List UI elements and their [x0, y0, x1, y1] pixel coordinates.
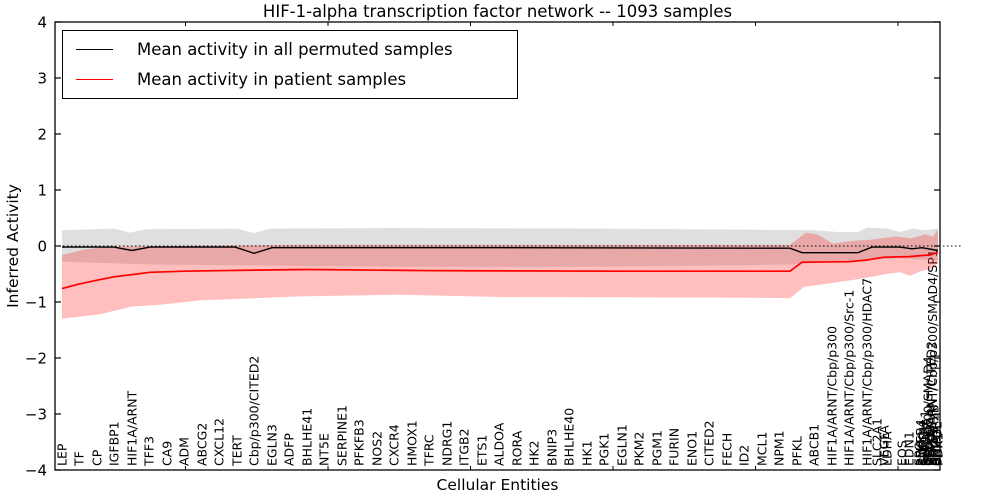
x-tick-label: BHLHE41 [300, 408, 315, 466]
legend-line-patient [76, 78, 113, 80]
x-tick-label: ID2 [737, 445, 752, 466]
x-tick-label: PFKL [790, 436, 805, 466]
x-tick-label: HIF1A/ARNT/Cbp/p300/SMAD4/SP1 [925, 249, 940, 466]
x-tick-label: PFKFB3 [352, 419, 367, 466]
y-tick-label: 1 [37, 182, 47, 200]
x-tick-label: SLC2A1 [870, 418, 885, 466]
y-tick-label: 0 [37, 238, 47, 256]
x-tick-label: SERPINE1 [335, 405, 350, 466]
x-tick-label: TERT [230, 435, 245, 467]
x-tick-label: PDK1 [931, 433, 946, 466]
x-tick-label: ABCB1 [807, 424, 822, 466]
x-tick-label: HIF1A/ARNT/Cbp/p300/HDAC7 [860, 278, 875, 466]
x-tick-label: ENO2 [915, 431, 930, 466]
x-tick-label: EOS [895, 440, 910, 466]
x-tick-label: HIF1A/ARNT [125, 390, 140, 466]
x-tick-label: NT5E [317, 433, 332, 466]
x-tick-label: CA9 [160, 441, 175, 466]
x-tick-label: ALDOA [492, 422, 507, 466]
x-tick-label: VEGFA [877, 425, 892, 466]
x-tick-label: RORA [510, 430, 525, 466]
y-tick-label: −3 [25, 406, 47, 424]
x-tick-label: CITED2 [702, 420, 717, 466]
y-tick-label: 4 [37, 14, 47, 32]
x-tick-label: Cbp/p300/SMAD4 [921, 356, 936, 466]
x-tick-label: PGK1 [597, 433, 612, 466]
y-tick-label: −2 [25, 350, 47, 368]
x-tick-label: BNIP3L [930, 422, 945, 466]
y-axis-label: Inferred Activity [4, 184, 22, 308]
legend-label-permuted: Mean activity in all permuted samples [137, 39, 453, 59]
x-tick-label: HK2 [527, 440, 542, 466]
x-tick-label: IGFBP1 [107, 421, 122, 466]
legend: Mean activity in all permuted samples Me… [62, 30, 518, 99]
x-tick-label: ENO1 [685, 431, 700, 466]
x-axis-label: Cellular Entities [436, 476, 559, 494]
legend-label-patient: Mean activity in patient samples [137, 69, 407, 89]
x-tick-label: ABCG2 [195, 423, 210, 466]
x-tick-label: NOS2 [370, 431, 385, 466]
mean-patient-line [61, 251, 939, 290]
x-tick-label: PGM1 [650, 430, 665, 466]
x-tick-label: ADFP [282, 433, 297, 466]
x-tick-label: ADORA2B [927, 405, 942, 466]
x-tick-label: BHLHE40 [562, 408, 577, 466]
y-tick-label: 3 [37, 70, 47, 88]
x-tick-label: PKM2 [632, 432, 647, 466]
x-tick-label: FECH [720, 433, 735, 466]
x-tick-label: TFRC [422, 434, 437, 467]
legend-entry-patient: Mean activity in patient samples [63, 67, 406, 91]
x-tick-label: FURIN [667, 428, 682, 466]
x-tick-label: BNIP3 [545, 429, 560, 466]
y-tick-label: 2 [37, 126, 47, 144]
x-tick-label: MCL1 [755, 432, 770, 466]
x-tick-label: CPT1A [928, 425, 943, 466]
x-tick-label: NDRG1 [440, 421, 455, 466]
x-tick-label: SLC16A1 [918, 410, 933, 466]
x-tick-label: PFKFB4 [913, 419, 928, 466]
x-tick-label: HIF1A/ARNT/CITED2 [924, 341, 939, 466]
x-tick-label: GAPDH [916, 421, 931, 466]
x-tick-label: HIF1A/ARNT/Cbp/p300 [825, 326, 840, 466]
x-tick-label: LDHA [880, 431, 895, 466]
x-tick-label: HMOX1 [405, 420, 420, 466]
x-tick-label: Cbp/p300/CITED2 [247, 356, 262, 466]
mean-permuted-line [62, 246, 939, 255]
x-tick-label: EPO [912, 441, 927, 466]
x-tick-label: EGLN1 [615, 424, 630, 466]
x-tick-label: CP [90, 449, 105, 466]
y-tick-label: −4 [25, 462, 47, 480]
x-tick-label: TF [72, 451, 87, 467]
x-tick-label: CXCR4 [387, 424, 402, 466]
x-tick-label: LEP [55, 443, 70, 466]
x-tick-label: ETS1 [475, 435, 490, 466]
legend-line-permuted [76, 48, 113, 50]
legend-entry-permuted: Mean activity in all permuted samples [63, 37, 453, 61]
chart-title: HIF-1-alpha transcription factor network… [262, 2, 733, 21]
x-tick-label: CXCL12 [212, 418, 227, 466]
x-tick-label: HIF1A/ARNT/Cbp/p300/Src-1 [842, 290, 857, 466]
x-tick-label: NPM1 [772, 430, 787, 466]
x-tick-label: HK1 [580, 440, 595, 466]
x-tick-label: EDN1 [902, 431, 917, 466]
x-tick-label: TFF3 [142, 436, 157, 467]
x-tick-label: EGLN3 [265, 424, 280, 466]
x-tick-label: ITGB2 [457, 428, 472, 466]
y-tick-label: −1 [25, 294, 47, 312]
x-tick-label: ADM [177, 437, 192, 466]
band-patient [62, 229, 938, 319]
x-tick-label: P4HA1 [919, 425, 934, 466]
x-tick-label: PLOD2 [922, 425, 937, 466]
